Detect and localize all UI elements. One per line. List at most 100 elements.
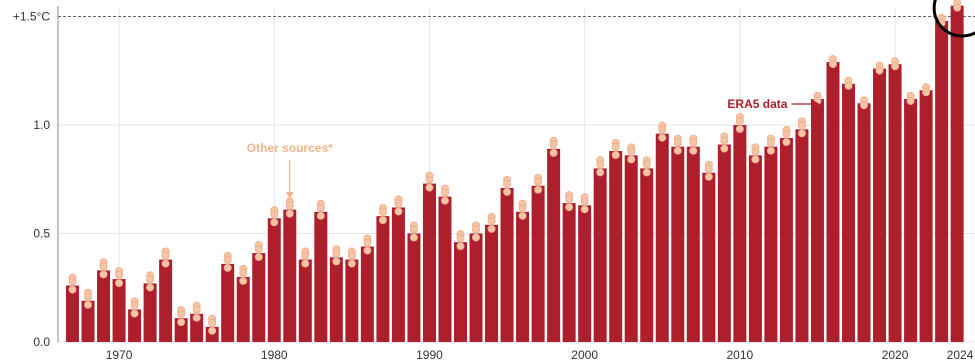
source-dot-1986 — [363, 246, 372, 255]
source-dot-2009 — [720, 136, 729, 145]
source-dot-1997 — [534, 185, 543, 194]
source-dot-2004 — [642, 168, 651, 177]
bar-1986 — [360, 246, 374, 342]
bar-1972 — [143, 283, 157, 342]
bar-2018 — [857, 103, 871, 342]
bar-2019 — [873, 68, 887, 342]
source-dot-1979 — [254, 245, 263, 254]
source-dot-2001 — [596, 160, 605, 169]
source-dot-2006 — [673, 146, 682, 155]
bar-1968 — [81, 300, 95, 342]
source-dot-1983 — [316, 211, 325, 220]
annotations: Other sources* ERA5 data — [247, 0, 975, 199]
bar-1969 — [97, 270, 111, 342]
source-dot-1997 — [534, 177, 543, 186]
source-dot-1977 — [223, 263, 232, 272]
bar-2001 — [593, 168, 607, 342]
bar-2024 — [950, 5, 964, 343]
source-dot-2024 — [953, 3, 962, 12]
source-dot-2014 — [797, 121, 806, 130]
source-dot-1996 — [518, 203, 527, 212]
source-dot-2005 — [658, 133, 667, 142]
source-dot-1967 — [68, 285, 77, 294]
source-dot-1968 — [84, 300, 93, 309]
source-dot-1999 — [565, 195, 574, 204]
bar-1967 — [66, 285, 79, 342]
source-dot-1995 — [503, 179, 512, 188]
y-tick-label: +1.5°C — [13, 10, 50, 24]
bar-1973 — [159, 259, 173, 342]
source-dot-1990 — [425, 183, 434, 192]
source-dot-1975 — [192, 305, 201, 314]
other-sources-label: Other sources* — [247, 141, 333, 155]
bar-2002 — [609, 151, 623, 342]
bar-1980 — [267, 218, 281, 342]
bar-2022 — [919, 90, 933, 342]
source-dot-2001 — [596, 168, 605, 177]
bar-1983 — [314, 211, 328, 342]
bars — [66, 5, 964, 343]
bar-2010 — [733, 125, 747, 342]
source-dot-1991 — [440, 196, 449, 205]
bar-2003 — [624, 155, 638, 342]
source-dot-2010 — [735, 117, 744, 126]
other-sources-arrow-head — [285, 192, 294, 199]
source-dot-1981 — [285, 201, 294, 210]
bar-2006 — [671, 146, 685, 342]
source-dot-2002 — [611, 151, 620, 160]
source-dot-1984 — [332, 257, 341, 266]
bar-1992 — [454, 242, 467, 342]
source-dot-2006 — [673, 138, 682, 147]
source-dot-1988 — [394, 207, 403, 216]
era5-arrow-head — [812, 100, 820, 108]
bar-1995 — [500, 187, 514, 342]
bar-1991 — [438, 196, 452, 342]
bar-2023 — [935, 20, 949, 343]
source-dot-1973 — [161, 259, 170, 268]
bar-2012 — [764, 146, 778, 342]
source-dot-2000 — [580, 205, 589, 214]
bar-1999 — [562, 203, 576, 342]
source-dot-2013 — [782, 138, 791, 147]
source-dot-2016 — [828, 60, 837, 69]
source-dot-1985 — [347, 259, 356, 268]
source-dot-1991 — [440, 188, 449, 197]
bar-2013 — [779, 138, 793, 342]
x-axis-ticks: 1970 1980 1990 2000 2010 2020 2024 — [106, 348, 974, 362]
source-dot-1974 — [177, 318, 186, 327]
y-tick-label: 0.0 — [33, 335, 50, 349]
bar-1998 — [547, 148, 561, 342]
x-tick-label: 2000 — [571, 348, 598, 362]
source-dot-1972 — [146, 275, 155, 284]
source-dot-1982 — [301, 251, 310, 260]
bar-2011 — [748, 155, 762, 342]
source-dot-1995 — [503, 187, 512, 196]
source-dot-1986 — [363, 238, 372, 247]
source-dot-2009 — [720, 144, 729, 153]
x-tick-label: 2024 — [947, 348, 974, 362]
source-dot-1980 — [270, 218, 279, 227]
x-tick-label: 1970 — [106, 348, 133, 362]
source-dot-1987 — [378, 216, 387, 225]
source-dot-1978 — [239, 276, 248, 285]
source-dot-2012 — [766, 146, 775, 155]
x-tick-label: 1990 — [416, 348, 443, 362]
source-dot-2005 — [658, 125, 667, 134]
source-dot-1970 — [115, 271, 124, 280]
y-axis-ticks: 0.0 0.5 1.0 +1.5°C — [13, 10, 50, 350]
source-dot-1985 — [347, 251, 356, 260]
source-dot-1976 — [208, 318, 217, 327]
source-dot-1969 — [99, 262, 108, 271]
source-dot-2000 — [580, 197, 589, 206]
source-dot-1996 — [518, 211, 527, 220]
source-dot-1977 — [223, 255, 232, 264]
bar-2008 — [702, 172, 716, 342]
source-dot-1984 — [332, 249, 341, 258]
bar-1985 — [345, 259, 359, 342]
x-tick-label: 1980 — [261, 348, 288, 362]
bar-1987 — [376, 216, 390, 342]
source-dot-2007 — [689, 138, 698, 147]
source-dot-2014 — [797, 129, 806, 138]
threshold-highlight-circle — [932, 0, 975, 38]
bar-1989 — [407, 233, 421, 342]
